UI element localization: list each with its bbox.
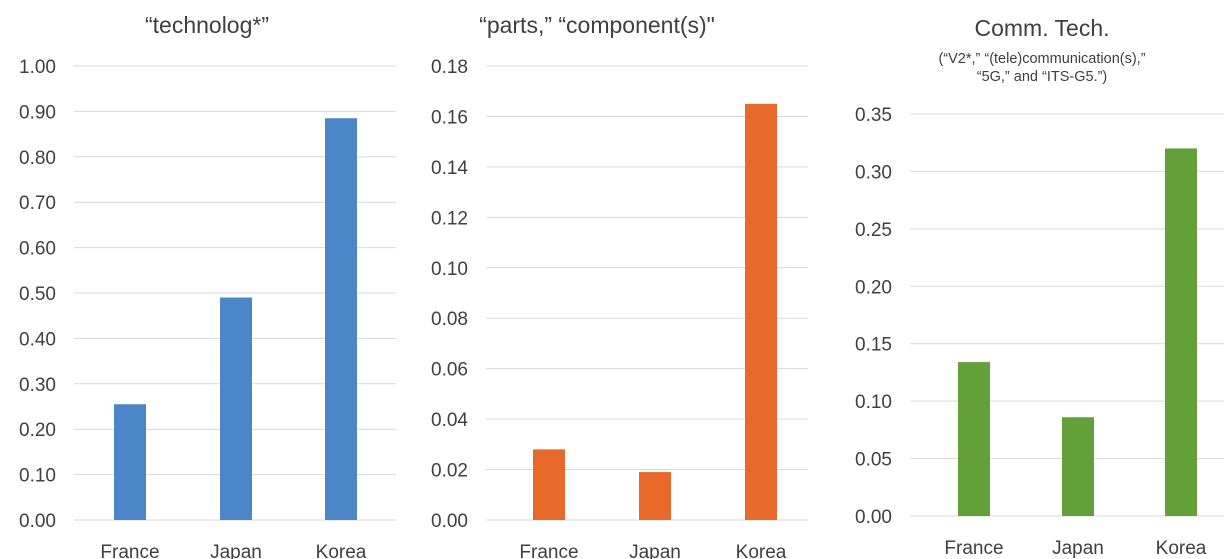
x-category-label: Korea [1156,538,1207,559]
x-category-label: Korea [736,542,787,559]
y-tick-label: 0.02 [431,461,468,482]
chart-title: “technolog*” [145,12,269,38]
y-tick-label: 0.16 [431,107,468,128]
x-category-label: France [519,542,578,559]
y-tick-label: 0.15 [855,335,892,356]
chart-2: “parts,” “component(s)" 0.00 0.02 0.04 0.06 0… [431,12,808,559]
x-category-label: France [100,542,159,559]
bar-france [958,362,990,516]
y-tick-label: 0.60 [19,239,56,260]
y-tick-label: 0.70 [19,193,56,214]
y-tick-label: 0.08 [431,309,468,330]
bar-france [533,449,565,520]
bar-france [114,404,146,520]
bar-japan [639,472,671,520]
y-tick-label: 0.00 [19,511,56,532]
y-tick-label: 0.50 [19,284,56,305]
y-tick-label: 0.80 [19,148,56,169]
y-tick-label: 0.00 [431,511,468,532]
y-tick-label: 0.10 [855,392,892,413]
y-tick-label: 0.40 [19,329,56,350]
bar-japan [220,297,252,520]
y-tick-label: 0.18 [431,57,468,78]
y-tick-label: 0.14 [431,158,468,179]
chart-title: “parts,” “component(s)" [479,12,715,38]
y-tick-label: 0.10 [19,466,56,487]
chart-1: “technolog*” 0.00 0.10 0.20 0.30 0.40 0.50 0.60… [19,12,396,559]
y-tick-label: 0.05 [855,450,892,471]
y-tick-label: 0.20 [19,420,56,441]
y-tick-label: 0.06 [431,360,468,381]
x-category-label: France [944,538,1003,559]
bar-korea [1165,148,1197,516]
y-tick-label: 0.90 [19,102,56,123]
bar-korea [745,103,777,520]
x-category-label: Korea [316,542,367,559]
bar-korea [325,118,357,521]
x-category-label: Japan [1052,538,1104,559]
x-category-label: Japan [210,542,262,559]
chart-3: Comm. Tech. (“V2*,” “(tele)communication(… [855,15,1224,559]
y-tick-label: 0.12 [431,208,468,229]
y-tick-label: 0.30 [855,162,892,183]
y-tick-label: 0.30 [19,375,56,396]
y-tick-label: 0.10 [431,259,468,280]
chart-subtitle-line: “5G,” and “ITS-G5.”) [977,69,1108,85]
y-tick-label: 0.00 [855,507,892,528]
chart-title: Comm. Tech. [974,15,1109,41]
y-tick-label: 1.00 [19,57,56,78]
chart-subtitle-line: (“V2*,” “(tele)communication(s),” [938,51,1145,67]
y-tick-label: 0.20 [855,277,892,298]
y-tick-label: 0.04 [431,410,468,431]
bar-japan [1062,417,1094,516]
y-tick-label: 0.35 [855,105,892,126]
y-tick-label: 0.25 [855,220,892,241]
x-category-label: Japan [629,542,681,559]
